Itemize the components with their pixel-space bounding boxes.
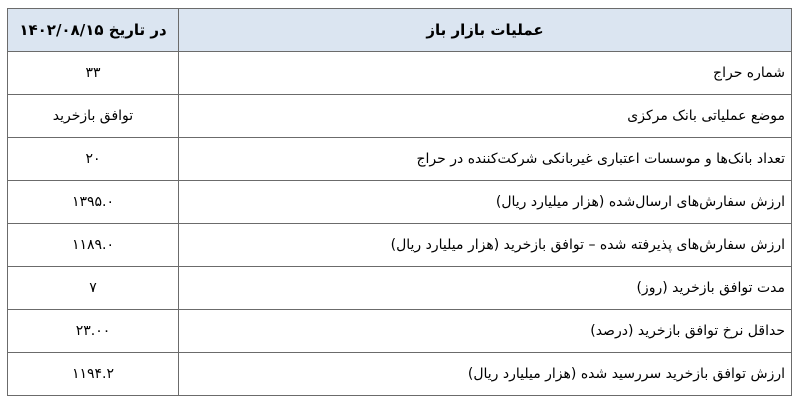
row-label: مدت توافق بازخرید (روز) (178, 266, 792, 310)
row-label: ارزش توافق بازخرید سررسید شده (هزار میلی… (178, 352, 792, 396)
open-market-operations-table: عملیات بازار باز در تاریخ ۱۴۰۲/۰۸/۱۵ شما… (7, 8, 792, 396)
row-value: ۲۰ (7, 137, 179, 181)
row-label: حداقل نرخ توافق بازخرید (درصد) (178, 309, 792, 353)
table-row: ارزش سفارش‌های پذیرفته شده – توافق بازخر… (7, 223, 792, 267)
table-row: موضع عملیاتی بانک مرکزی توافق بازخرید (7, 94, 792, 138)
table-row: حداقل نرخ توافق بازخرید (درصد) ۲۳.۰۰ (7, 309, 792, 353)
header-operations: عملیات بازار باز (178, 8, 792, 52)
row-value: ۱۱۸۹.۰ (7, 223, 179, 267)
row-value: ۲۳.۰۰ (7, 309, 179, 353)
table-row: ارزش توافق بازخرید سررسید شده (هزار میلی… (7, 352, 792, 396)
row-value: ۳۳ (7, 51, 179, 95)
row-value: ۷ (7, 266, 179, 310)
table-row: تعداد بانک‌ها و موسسات اعتباری غیربانکی … (7, 137, 792, 181)
table-row: مدت توافق بازخرید (روز) ۷ (7, 266, 792, 310)
row-label: شماره حراج (178, 51, 792, 95)
header-date: در تاریخ ۱۴۰۲/۰۸/۱۵ (7, 8, 179, 52)
row-label: موضع عملیاتی بانک مرکزی (178, 94, 792, 138)
row-label: تعداد بانک‌ها و موسسات اعتباری غیربانکی … (178, 137, 792, 181)
table-row: شماره حراج ۳۳ (7, 51, 792, 95)
row-label: ارزش سفارش‌های پذیرفته شده – توافق بازخر… (178, 223, 792, 267)
header-row: عملیات بازار باز در تاریخ ۱۴۰۲/۰۸/۱۵ (7, 8, 792, 52)
row-label: ارزش سفارش‌های ارسال‌شده (هزار میلیارد ر… (178, 180, 792, 224)
row-value: توافق بازخرید (7, 94, 179, 138)
row-value: ۱۳۹۵.۰ (7, 180, 179, 224)
row-value: ۱۱۹۴.۲ (7, 352, 179, 396)
table-row: ارزش سفارش‌های ارسال‌شده (هزار میلیارد ر… (7, 180, 792, 224)
